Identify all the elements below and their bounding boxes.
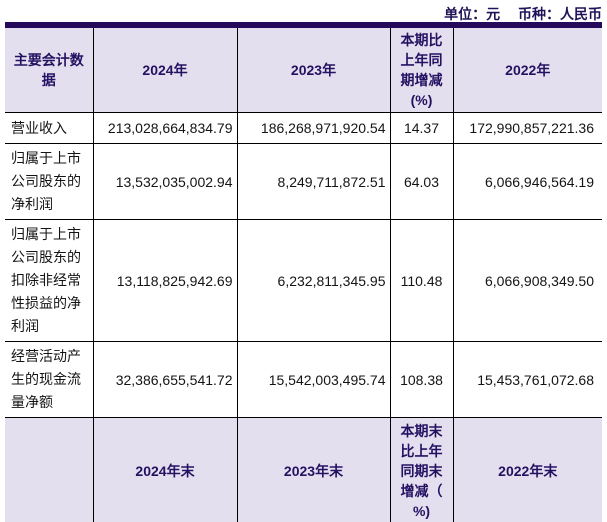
value-2023: 6,232,811,345.95 (236, 219, 391, 342)
value-2023: 15,542,003,495.74 (236, 341, 391, 418)
header-row-year-end: 2024年末 2023年末 本期末 比上年 同期末 增减（ %) 2022年末 (5, 417, 602, 522)
table-row-net-profit-excl-nonrecurring: 归属于上市公司股东的扣除非经常性损益的净利润 13,118,825,942.69… (5, 219, 602, 342)
table-row-operating-cash-flow: 经营活动产生的现金流量净额 32,386,655,541.72 15,542,0… (5, 341, 602, 418)
header-2022: 2022年 (452, 24, 602, 113)
header-2024: 2024年 (92, 24, 238, 113)
header-2023-year-end: 2023年末 (236, 417, 391, 522)
row-label: 营业收入 (5, 112, 94, 144)
table-row-operating-revenue: 营业收入 213,028,664,834.79 186,268,971,920.… (5, 112, 602, 144)
unit-currency-caption: 单位：元 币种：人民币 (0, 0, 602, 22)
header-empty (5, 417, 94, 522)
row-label: 经营活动产生的现金流量净额 (5, 341, 94, 418)
financial-summary-table: 主要会计数据 2024年 2023年 本期比 上年同 期增减 (%) 2022年… (5, 22, 602, 522)
value-2022: 15,453,761,072.68 (452, 341, 602, 418)
value-2024: 213,028,664,834.79 (92, 112, 238, 144)
value-2024: 32,386,655,541.72 (92, 341, 238, 418)
value-2022: 172,990,857,221.36 (452, 112, 602, 144)
value-2024: 13,532,035,002.94 (92, 143, 238, 220)
header-row-annual: 主要会计数据 2024年 2023年 本期比 上年同 期增减 (%) 2022年 (5, 24, 602, 113)
value-2024: 13,118,825,942.69 (92, 219, 238, 342)
header-2022-year-end: 2022年末 (452, 417, 602, 522)
value-change-pct: 64.03 (389, 143, 454, 220)
table-row-net-profit: 归属于上市公司股东的净利润 13,532,035,002.94 8,249,71… (5, 143, 602, 220)
header-yoy-change-pct: 本期比 上年同 期增减 (%) (389, 24, 454, 113)
unit-label: 单位：元 (444, 6, 501, 22)
row-label: 归属于上市公司股东的净利润 (5, 143, 94, 220)
value-2022: 6,066,908,349.50 (452, 219, 602, 342)
value-2023: 8,249,711,872.51 (236, 143, 391, 220)
value-2022: 6,066,946,564.19 (452, 143, 602, 220)
value-change-pct: 14.37 (389, 112, 454, 144)
value-change-pct: 110.48 (389, 219, 454, 342)
row-label: 归属于上市公司股东的扣除非经常性损益的净利润 (5, 219, 94, 342)
header-year-end-change-pct: 本期末 比上年 同期末 增减（ %) (389, 417, 454, 522)
header-main-accounting-data: 主要会计数据 (5, 24, 94, 113)
header-2023: 2023年 (236, 24, 391, 113)
header-2024-year-end: 2024年末 (92, 417, 238, 522)
currency-label: 币种：人民币 (518, 6, 602, 22)
value-change-pct: 108.38 (389, 341, 454, 418)
value-2023: 186,268,971,920.54 (236, 112, 391, 144)
